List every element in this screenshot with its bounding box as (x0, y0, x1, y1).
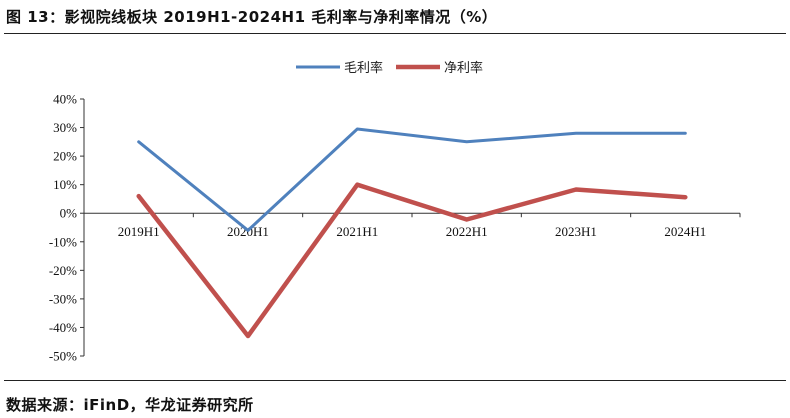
source-divider (4, 380, 786, 381)
y-tick-label: -10% (49, 234, 77, 249)
y-tick-label: -40% (49, 320, 77, 335)
legend-label-1: 毛利率 (344, 60, 383, 76)
y-tick-label: -50% (49, 349, 77, 364)
x-tick-label: 2021H1 (336, 224, 378, 239)
y-tick-label: -20% (49, 263, 77, 278)
y-tick-label: 10% (53, 177, 77, 192)
source-note: 数据来源：iFinD，华龙证券研究所 (6, 396, 254, 414)
x-tick-label: 2022H1 (446, 224, 488, 239)
x-tick-label: 2019H1 (118, 224, 160, 239)
legend-label-2: 净利率 (444, 60, 483, 76)
axes: 40% 30% 20% 10% 0% -10% -20% -30% -40% -50% 2019H1… (49, 92, 741, 364)
legend: 毛利率 净利率 (296, 60, 483, 76)
series-lines (136, 127, 688, 339)
title-divider (4, 33, 786, 34)
x-tick-label: 2024H1 (664, 224, 706, 239)
series-line-2 (136, 182, 688, 339)
y-tick-label: 30% (53, 120, 77, 135)
y-tick-label: 20% (53, 149, 77, 164)
y-tick-label: 0% (60, 206, 78, 221)
y-tick-label: -30% (49, 291, 77, 306)
chart-title: 图 13：影视院线板块 2019H1-2024H1 毛利率与净利率情况（%） (6, 8, 498, 26)
y-tick-label: 40% (53, 92, 77, 107)
x-tick-label: 2023H1 (555, 224, 597, 239)
series-line-1 (137, 127, 687, 232)
